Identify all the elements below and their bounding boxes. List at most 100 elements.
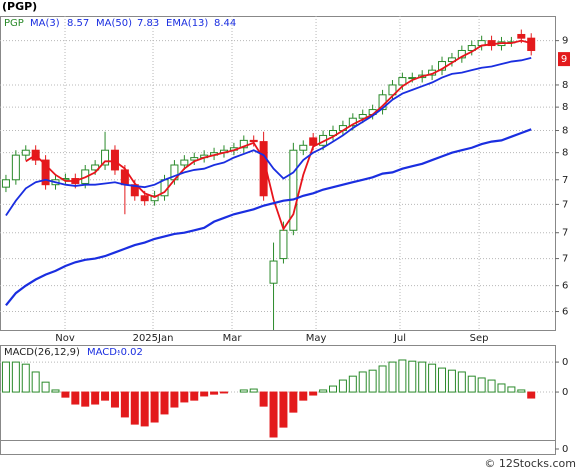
macd-bar bbox=[487, 379, 496, 393]
macd-bar bbox=[200, 391, 209, 397]
macd-bar bbox=[259, 391, 268, 407]
legend-ticker: PGP bbox=[4, 18, 24, 29]
macd-bar bbox=[348, 375, 357, 393]
macd-bar bbox=[517, 389, 526, 393]
macd-bar bbox=[180, 391, 189, 403]
y-tick-label: 0 bbox=[562, 357, 568, 368]
x-tick-label: Sep bbox=[470, 333, 489, 344]
macd-bar bbox=[408, 360, 417, 393]
candle-body bbox=[150, 195, 159, 202]
macd-bar bbox=[239, 389, 248, 393]
macd-bar bbox=[61, 391, 70, 398]
candle-body bbox=[249, 139, 258, 143]
macd-bar bbox=[101, 391, 110, 401]
macd-bar bbox=[428, 363, 437, 393]
x-tick-label: Mar bbox=[223, 333, 243, 344]
macd-bar bbox=[31, 371, 40, 393]
y-tick-label: 8 bbox=[562, 80, 568, 91]
macd-bar bbox=[418, 361, 427, 393]
candle-body bbox=[398, 77, 407, 86]
y-tick-label: 0 bbox=[562, 387, 568, 398]
macd-bar bbox=[249, 388, 258, 393]
candle-body bbox=[299, 144, 308, 151]
macd-bar bbox=[338, 379, 347, 393]
legend-ma3-value: 8.57 bbox=[67, 18, 89, 29]
macd-bar bbox=[447, 369, 456, 393]
macd-bar bbox=[160, 391, 169, 415]
candle-body bbox=[41, 159, 50, 186]
y-tick-label: 9 bbox=[562, 36, 568, 47]
legend-ema13-value: 8.44 bbox=[214, 18, 236, 29]
macd-value-name: MACD: bbox=[87, 347, 120, 358]
macd-bar bbox=[319, 389, 328, 393]
y-tick-label: 7 bbox=[562, 228, 568, 239]
macd-bar bbox=[358, 371, 367, 393]
macd-bar bbox=[507, 386, 516, 393]
candle-body bbox=[239, 139, 248, 149]
candle-body bbox=[329, 130, 337, 136]
y-tick-label: 0 bbox=[562, 444, 568, 455]
macd-title: MACD(26,12,9) bbox=[4, 347, 80, 358]
candle-body bbox=[527, 37, 536, 51]
y-tick-label: 7 bbox=[562, 199, 568, 210]
y-tick-label: 8 bbox=[562, 102, 568, 113]
x-tick-label: May bbox=[306, 333, 327, 344]
x-tick-label: 2025Jan bbox=[133, 333, 174, 344]
legend-ma50-value: 7.83 bbox=[137, 18, 159, 29]
legend-ma3: MA(3) bbox=[30, 18, 60, 29]
candle-body bbox=[1, 179, 10, 188]
macd-bar bbox=[457, 371, 466, 393]
legend-ma50: MA(50) bbox=[96, 18, 132, 29]
macd-bar bbox=[219, 391, 228, 394]
macd-bar bbox=[120, 391, 129, 418]
y-tick-label: 8 bbox=[562, 126, 568, 137]
candle-body bbox=[140, 195, 149, 202]
x-tick-label: Nov bbox=[55, 333, 75, 344]
candle-body bbox=[517, 33, 526, 39]
macd-bar bbox=[289, 391, 298, 413]
candle-body bbox=[180, 159, 189, 166]
macd-bar bbox=[398, 359, 407, 393]
macd-bar bbox=[41, 381, 50, 393]
macd-bar bbox=[329, 385, 337, 393]
x-tick-label: Jul bbox=[393, 333, 406, 344]
macd-bar bbox=[130, 391, 139, 425]
macd-bar bbox=[497, 383, 506, 393]
macd-bar bbox=[190, 391, 199, 401]
candle-body bbox=[110, 149, 119, 171]
y-tick-label: 6 bbox=[562, 281, 568, 292]
indicator-line bbox=[5, 128, 532, 307]
watermark: © 12Stocks.com bbox=[484, 457, 576, 470]
macd-bar bbox=[91, 391, 100, 405]
macd-date-strip bbox=[0, 440, 556, 455]
macd-bar bbox=[11, 361, 20, 393]
indicator-line bbox=[25, 39, 532, 232]
macd-bar bbox=[269, 391, 278, 438]
legend-ema13: EMA(13) bbox=[166, 18, 208, 29]
macd-value: -0.02 bbox=[117, 347, 143, 358]
macd-bar bbox=[210, 391, 219, 395]
y-tick-label: 7 bbox=[562, 254, 568, 265]
candle-body bbox=[467, 45, 476, 51]
macd-bar bbox=[1, 361, 10, 393]
macd-bar bbox=[378, 365, 387, 393]
macd-bar bbox=[81, 391, 90, 407]
macd-bar bbox=[467, 375, 476, 393]
macd-bar bbox=[21, 363, 30, 393]
chart-title: (PGP) bbox=[2, 0, 37, 13]
y-tick-label: 8 bbox=[562, 148, 568, 159]
macd-bar bbox=[170, 391, 179, 408]
candle-body bbox=[289, 149, 298, 231]
macd-bar bbox=[299, 391, 308, 401]
macd-bar bbox=[388, 361, 397, 393]
candle-body bbox=[259, 141, 268, 197]
candle-body bbox=[309, 137, 318, 146]
macd-bar bbox=[71, 391, 80, 405]
macd-bar bbox=[150, 391, 159, 423]
macd-bar bbox=[51, 389, 60, 393]
macd-bar bbox=[438, 367, 447, 393]
candle-body bbox=[190, 157, 199, 161]
macd-bar bbox=[140, 391, 149, 427]
candle-body bbox=[279, 229, 288, 260]
